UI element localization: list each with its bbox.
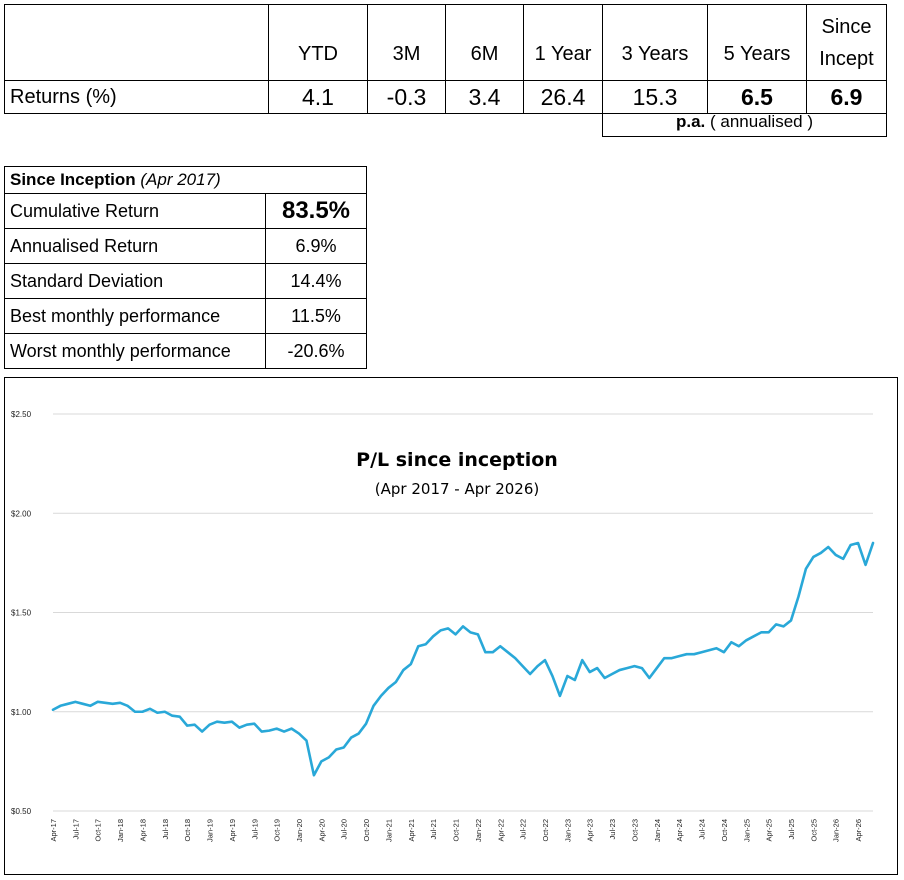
x-tick-label: Apr-17: [49, 819, 58, 842]
since-inception-title-date: (Apr 2017): [140, 170, 221, 189]
x-tick-label: Jul-20: [340, 819, 349, 839]
x-tick-label: Apr-21: [407, 819, 416, 842]
header-since-line2: Incept: [819, 47, 874, 70]
returns-row-label: Returns (%): [4, 80, 269, 114]
stat-row: Cumulative Return 83.5%: [4, 193, 367, 229]
x-tick-label: Oct-25: [809, 819, 818, 842]
stat-value: 14.4%: [265, 263, 367, 299]
x-tick-label: Jul-25: [787, 819, 796, 839]
pl-chart-svg: $0.50 $1.00 $1.50 $2.00 $2.50 Apr-17 Jul-17 Oc…: [11, 410, 875, 842]
x-tick-label: Jul-22: [519, 819, 528, 839]
x-tick-label: Oct-24: [720, 819, 729, 842]
stat-row: Best monthly performance 11.5%: [4, 298, 367, 334]
stat-row: Annualised Return 6.9%: [4, 228, 367, 264]
stat-label: Standard Deviation: [4, 263, 266, 299]
x-tick-label: Jan-24: [653, 819, 662, 842]
header-since-line1: Since: [821, 15, 872, 38]
header-5-years: 5 Years: [707, 4, 807, 81]
header-3-years: 3 Years: [602, 4, 708, 81]
pl-series-line: [51, 541, 875, 777]
y-tick-label: $0.50: [11, 807, 32, 816]
x-tick-label: Oct-19: [273, 819, 282, 842]
stat-row: Standard Deviation 14.4%: [4, 263, 367, 299]
x-tick-label: Apr-24: [675, 819, 684, 842]
pa-note: ( annualised ): [710, 112, 814, 131]
y-tick-label: $2.50: [11, 410, 32, 419]
x-tick-label: Oct-22: [541, 819, 550, 842]
since-inception-title-text: Since Inception: [10, 170, 136, 189]
stat-label: Cumulative Return: [4, 193, 266, 229]
stat-value: 83.5%: [265, 193, 367, 229]
header-6m: 6M: [445, 4, 524, 81]
x-tick-label: Apr-19: [228, 819, 237, 842]
pa-label: p.a.: [675, 112, 706, 131]
x-tick-label: Oct-18: [183, 819, 192, 842]
stat-value: -20.6%: [265, 333, 367, 369]
stat-row: Worst monthly performance -20.6%: [4, 333, 367, 369]
returns-header-row: YTD 3M 6M 1 Year 3 Years 5 Years Since I…: [4, 4, 887, 81]
x-tick-label: Jan-19: [206, 819, 215, 842]
y-tick-label: $1.00: [11, 708, 32, 717]
value-5-years: 6.5: [707, 80, 807, 114]
header-since-incept: Since Incept: [806, 4, 887, 81]
annualised-note: p.a. ( annualised ): [602, 108, 887, 137]
grid-layer: [53, 413, 873, 812]
x-tick-label: Jul-19: [250, 819, 259, 839]
header-ytd: YTD: [268, 4, 368, 81]
header-blank-cell: [4, 4, 269, 81]
y-tick-label: $1.50: [11, 609, 32, 618]
x-tick-label: Oct-23: [630, 819, 639, 842]
x-tick-label: Jul-17: [71, 819, 80, 839]
stat-label: Annualised Return: [4, 228, 266, 264]
x-tick-label: Oct-21: [452, 819, 461, 842]
x-tick-label: Jan-21: [384, 819, 393, 842]
x-tick-label: Apr-23: [586, 819, 595, 842]
value-ytd: 4.1: [268, 80, 368, 114]
x-tick-label: Jul-21: [429, 819, 438, 839]
header-3m: 3M: [367, 4, 446, 81]
since-inception-title-row: Since Inception (Apr 2017): [4, 166, 367, 194]
x-tick-label: Jan-18: [116, 819, 125, 842]
chart-title: P/L since inception: [356, 449, 558, 471]
pl-chart: $0.50 $1.00 $1.50 $2.00 $2.50 Apr-17 Jul-17 Oc…: [4, 377, 898, 875]
x-tick-label: Apr-18: [138, 819, 147, 842]
stat-value: 6.9%: [265, 228, 367, 264]
x-tick-label: Oct-17: [94, 819, 103, 842]
x-tick-label: Jan-22: [474, 819, 483, 842]
value-6m: 3.4: [445, 80, 524, 114]
x-tick-label: Jan-26: [832, 819, 841, 842]
x-tick-label: Jul-24: [698, 819, 707, 839]
chart-subtitle: (Apr 2017 - Apr 2026): [375, 480, 539, 498]
value-3-years: 15.3: [602, 80, 708, 114]
x-tick-label: Apr-26: [854, 819, 863, 842]
value-since-incept: 6.9: [806, 80, 887, 114]
x-tick-label: Apr-25: [765, 819, 774, 842]
x-tick-label: Jul-18: [161, 819, 170, 839]
value-3m: -0.3: [367, 80, 446, 114]
header-1-year: 1 Year: [523, 4, 603, 81]
returns-table: YTD 3M 6M 1 Year 3 Years 5 Years Since I…: [4, 4, 887, 114]
y-tick-label: $2.00: [11, 509, 32, 518]
x-tick-label: Jul-23: [608, 819, 617, 839]
x-tick-label: Jan-25: [742, 819, 751, 842]
x-tick-label: Apr-22: [496, 819, 505, 842]
x-axis-ticks: Apr-17 Jul-17 Oct-17 Jan-18 Apr-18 Jul-18 Oct-…: [49, 819, 863, 842]
y-axis-ticks: $0.50 $1.00 $1.50 $2.00 $2.50: [11, 410, 32, 816]
since-inception-title: Since Inception (Apr 2017): [4, 166, 367, 194]
x-tick-label: Apr-20: [317, 819, 326, 842]
value-1-year: 26.4: [523, 80, 603, 114]
stat-value: 11.5%: [265, 298, 367, 334]
since-inception-table: Since Inception (Apr 2017) Cumulative Re…: [4, 166, 367, 369]
stat-label: Worst monthly performance: [4, 333, 266, 369]
x-tick-label: Oct-20: [362, 819, 371, 842]
stat-label: Best monthly performance: [4, 298, 266, 334]
returns-value-row: Returns (%) 4.1 -0.3 3.4 26.4 15.3 6.5 6…: [4, 80, 887, 114]
x-tick-label: Jan-23: [563, 819, 572, 842]
x-tick-label: Jan-20: [295, 819, 304, 842]
